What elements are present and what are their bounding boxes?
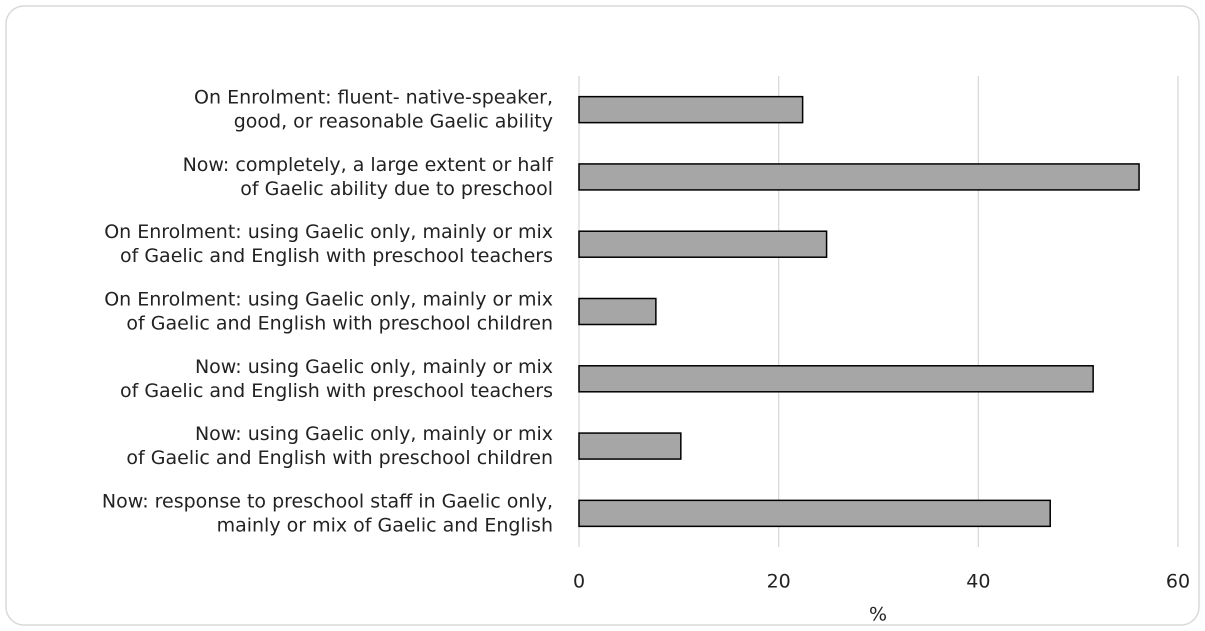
bar bbox=[578, 432, 682, 460]
y-tick-label: Now: using Gaelic only, mainly or mix of … bbox=[120, 355, 553, 401]
x-tick-label: 0 bbox=[573, 571, 585, 593]
x-axis-title: % bbox=[869, 604, 887, 626]
bar bbox=[578, 230, 828, 258]
bar bbox=[578, 163, 1140, 191]
bar bbox=[578, 365, 1094, 393]
x-tick-label: 40 bbox=[966, 571, 990, 593]
y-tick-label: Now: completely, a large extent or half o… bbox=[183, 153, 555, 199]
bar bbox=[578, 95, 804, 124]
y-tick-label: On Enrolment: using Gaelic only, mainly … bbox=[104, 288, 553, 334]
bar bbox=[578, 499, 1051, 528]
bar bbox=[578, 297, 657, 326]
y-tick-label: On Enrolment: using Gaelic only, mainly … bbox=[104, 221, 553, 267]
y-tick-label: Now: response to preschool staff in Gael… bbox=[102, 490, 553, 536]
x-tick-label: 60 bbox=[1166, 571, 1190, 593]
y-tick-label: Now: using Gaelic only, mainly or mix of … bbox=[126, 423, 553, 469]
x-tick-label: 20 bbox=[767, 571, 791, 593]
y-tick-label: On Enrolment: fluent- native-speaker, goo… bbox=[194, 86, 553, 132]
